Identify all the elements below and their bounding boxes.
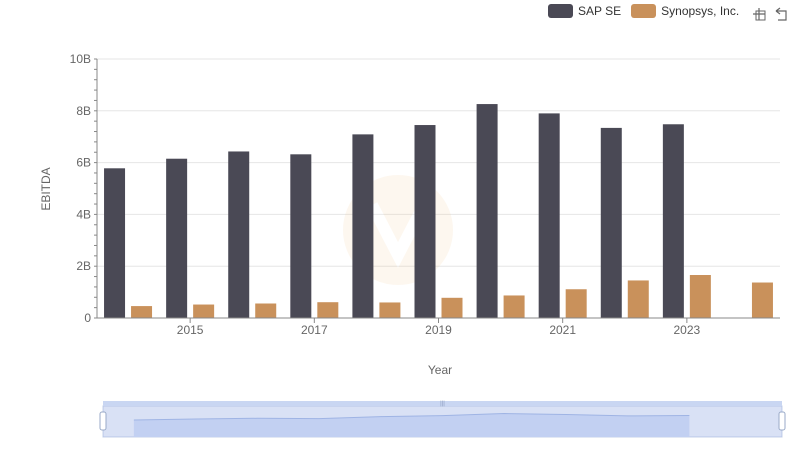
bar-sap-se <box>662 124 684 318</box>
x-tick-label: 2017 <box>301 323 328 337</box>
y-tick-label: 2B <box>76 259 91 273</box>
bar-sap-se <box>414 125 436 318</box>
bar-synopsys <box>379 302 401 318</box>
legend-label-synopsys: Synopsys, Inc. <box>661 4 740 18</box>
y-tick-label: 4B <box>76 207 91 221</box>
legend: SAP SE Synopsys, Inc. <box>548 4 749 18</box>
bar-sap-se <box>228 151 250 318</box>
slider-area <box>133 413 690 437</box>
bar-synopsys <box>565 289 587 318</box>
y-tick-label: 6B <box>76 156 91 170</box>
bar-sap-se <box>290 154 312 318</box>
y-tick-label: 10B <box>70 52 91 66</box>
bar-sap-se <box>352 134 374 318</box>
bar-synopsys <box>193 304 215 318</box>
y-tick-label: 0 <box>84 311 91 325</box>
slider-line <box>133 413 690 421</box>
bar-synopsys <box>503 295 525 318</box>
bar-sap-se <box>600 127 622 318</box>
slider-top-bar <box>103 401 782 406</box>
slider-selection <box>103 406 782 437</box>
x-tick-label: 2021 <box>549 323 576 337</box>
legend-item-sap-se[interactable]: SAP SE <box>548 4 621 18</box>
x-axis-label: Year <box>428 363 452 377</box>
zoom-icon[interactable] <box>750 5 768 23</box>
bar-sap-se <box>538 113 560 318</box>
bars <box>104 104 773 318</box>
x-tick-label: 2023 <box>674 323 701 337</box>
bar-synopsys <box>317 302 339 318</box>
legend-item-synopsys[interactable]: Synopsys, Inc. <box>631 4 739 18</box>
x-tick-label: 2015 <box>177 323 204 337</box>
legend-label-sap-se: SAP SE <box>578 4 622 18</box>
legend-swatch-synopsys <box>631 4 657 18</box>
x-tick-label: 2019 <box>425 323 452 337</box>
bar-synopsys <box>751 282 773 318</box>
bar-synopsys <box>131 306 153 318</box>
toolbox <box>746 5 790 23</box>
bar-sap-se <box>476 104 498 318</box>
y-tick-label: 8B <box>76 104 91 118</box>
restore-icon[interactable] <box>772 5 790 23</box>
bar-sap-se <box>104 168 126 318</box>
y-tick-labels: 0 2B 4B 6B 8B 10B <box>70 52 92 325</box>
bar-synopsys <box>255 303 277 318</box>
slider-handle-left <box>99 411 107 431</box>
bar-synopsys <box>627 280 649 318</box>
legend-swatch-sap-se <box>548 4 573 18</box>
y-axis-label: EBITDA <box>39 167 53 210</box>
bar-synopsys <box>689 275 711 318</box>
axes <box>94 58 780 323</box>
data-zoom-slider[interactable]: ||| <box>99 401 786 438</box>
slider-drag-grip: ||| <box>440 401 445 407</box>
bar-synopsys <box>441 297 463 318</box>
bar-sap-se <box>166 158 188 318</box>
x-tick-labels: 2015 2017 2019 2021 2023 <box>177 323 701 337</box>
slider-handle-right <box>778 411 786 431</box>
